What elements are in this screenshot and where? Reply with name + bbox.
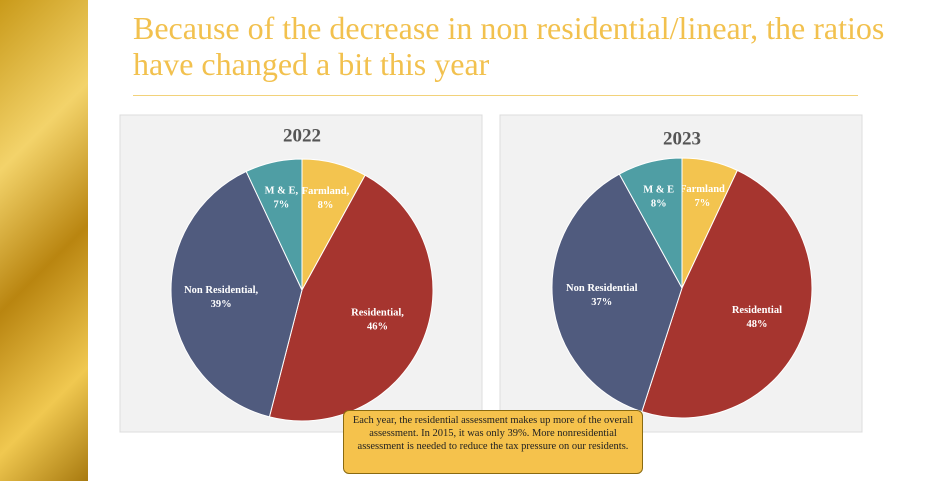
value-label: 7% (274, 199, 290, 210)
chart-title: 2023 (663, 128, 701, 149)
pie-slice (170, 170, 303, 418)
pie-slice (551, 173, 683, 413)
slice-label: Non Residential (566, 283, 638, 294)
slice-label: Farmland, (302, 186, 350, 197)
slice-label: M & E (643, 185, 674, 196)
slice-label: M & E, (265, 185, 299, 196)
pie-slice (641, 169, 813, 419)
pie-slice (618, 157, 683, 289)
value-label: 37% (591, 297, 612, 308)
value-label: 46% (367, 321, 388, 332)
value-label: 7% (695, 198, 711, 209)
title-rule (133, 95, 858, 96)
value-label: 48% (746, 319, 767, 330)
slice-label: Farmland (680, 184, 725, 195)
value-label: 8% (318, 200, 334, 211)
slice-label: Residential (732, 305, 782, 316)
value-label: 39% (211, 299, 232, 310)
callout: Each year, the residential assessment ma… (343, 410, 643, 474)
slice-label: Residential, (351, 307, 404, 318)
chart-title: 2022 (283, 125, 321, 146)
decorative-strip (0, 0, 88, 481)
value-label: 8% (651, 199, 667, 210)
pie-slice (245, 158, 303, 291)
slice-label: Non Residential, (184, 285, 258, 296)
pie-slice (268, 174, 434, 422)
slide-title: Because of the decrease in non residenti… (133, 10, 885, 82)
